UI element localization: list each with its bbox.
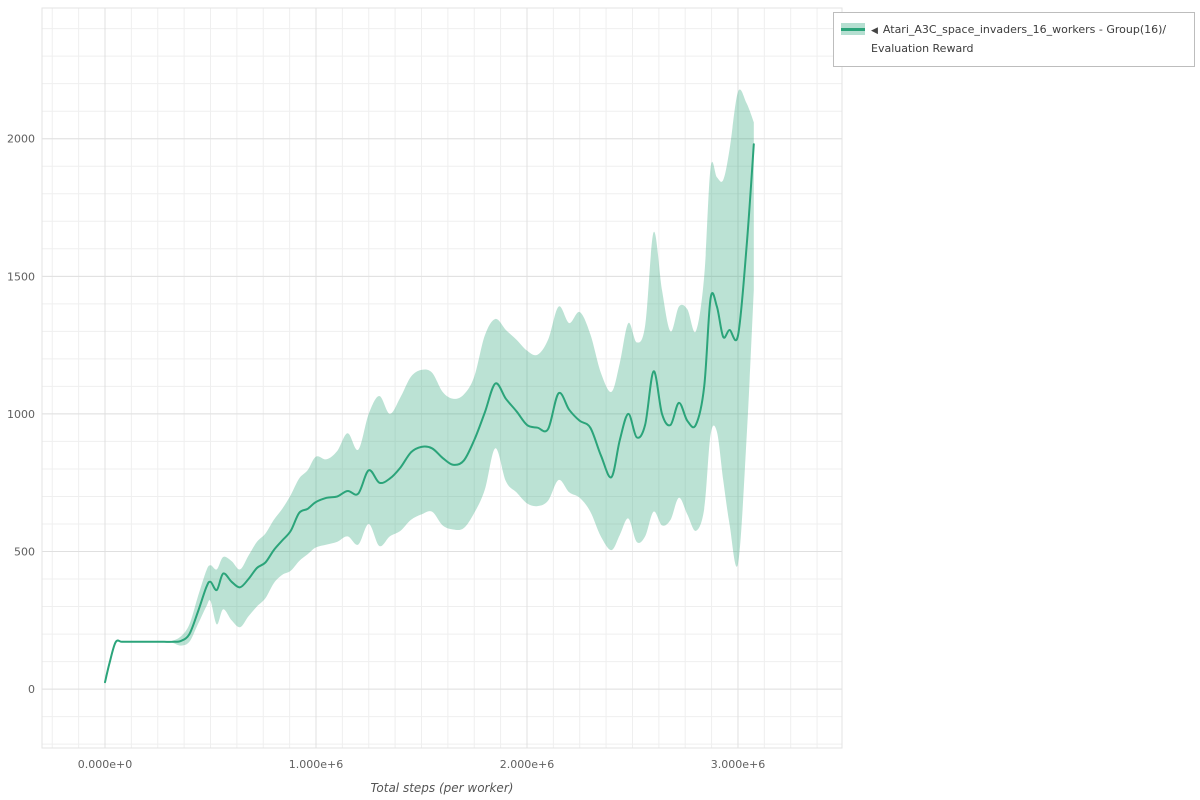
y-tick-label: 500 <box>14 546 35 559</box>
x-tick-label: 0.000e+0 <box>78 758 132 771</box>
x-tick-label: 1.000e+6 <box>289 758 343 771</box>
y-tick-label: 0 <box>28 683 35 696</box>
series-label-line1: Atari_A3C_space_invaders_16_workers - Gr… <box>882 23 1167 36</box>
series-swatch-line-icon <box>841 27 865 31</box>
y-tick-label: 1500 <box>7 270 35 283</box>
reward-line <box>104 143 755 684</box>
x-axis-title: Total steps (per worker) <box>370 781 514 795</box>
y-tick-label: 1000 <box>7 408 35 421</box>
y-tick-label: 2000 <box>7 133 35 146</box>
confidence-band <box>105 89 754 683</box>
series-swatch-icon <box>841 23 865 35</box>
series-label: ◀ Atari_A3C_space_invaders_16_workers - G… <box>871 21 1166 58</box>
x-tick-label: 2.000e+6 <box>500 758 554 771</box>
legend[interactable]: ◀ Atari_A3C_space_invaders_16_workers - G… <box>833 12 1195 67</box>
legend-collapse-icon[interactable]: ◀ <box>871 26 878 36</box>
legend-line-1: ◀ Atari_A3C_space_invaders_16_workers - G… <box>871 21 1166 40</box>
x-tick-label: 3.000e+6 <box>711 758 765 771</box>
series-label-line2: Evaluation Reward <box>871 42 974 55</box>
legend-line-2: Evaluation Reward <box>871 40 1166 58</box>
plot-border <box>41 7 843 749</box>
